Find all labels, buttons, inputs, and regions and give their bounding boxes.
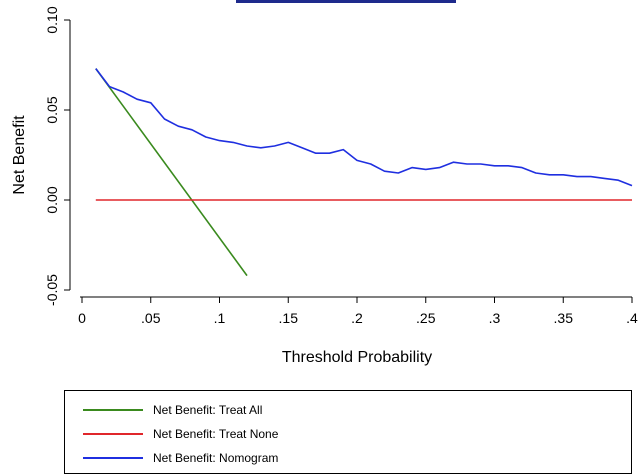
- series-line-nomogram: [95, 68, 633, 187]
- x-tick-label: .35: [554, 310, 574, 326]
- legend-swatch-treat-all: [83, 409, 143, 411]
- legend-label-treat-all: Net Benefit: Treat All: [153, 403, 263, 417]
- legend-item-treat-none: Net Benefit: Treat None: [83, 423, 278, 445]
- y-axis-ticks: -0.05 0.00 0.05 0.10: [44, 6, 70, 306]
- series-line-treat-all: [95, 68, 248, 277]
- legend: Net Benefit: Treat All Net Benefit: Trea…: [64, 390, 632, 474]
- legend-label-nomogram: Net Benefit: Nomogram: [153, 451, 279, 465]
- legend-item-treat-all: Net Benefit: Treat All: [83, 399, 262, 421]
- legend-label-treat-none: Net Benefit: Treat None: [153, 427, 279, 441]
- x-tick-label: 0: [78, 310, 86, 326]
- x-tick-label: .15: [279, 310, 299, 326]
- y-tick-label: 0.05: [44, 96, 60, 123]
- y-tick-label: 0.10: [44, 6, 60, 33]
- x-tick-label: .25: [416, 310, 436, 326]
- y-tick-label: -0.05: [44, 274, 60, 306]
- legend-item-nomogram: Net Benefit: Nomogram: [83, 447, 278, 469]
- x-tick-label: .4: [626, 310, 638, 326]
- top-title-bar: [236, 0, 456, 3]
- plot-lines: [95, 68, 633, 277]
- legend-swatch-treat-none: [83, 433, 143, 435]
- y-tick-label: 0.00: [44, 186, 60, 213]
- y-axis-title: Net Benefit: [11, 115, 28, 195]
- x-axis-title: Threshold Probability: [282, 349, 432, 366]
- legend-swatch-nomogram: [83, 457, 143, 459]
- x-tick-label: .3: [489, 310, 501, 326]
- x-tick-label: .05: [141, 310, 161, 326]
- x-axis-ticks: 0 .05 .1 .15 .2 .25 .3 .35 .4: [78, 297, 638, 326]
- x-tick-label: .1: [214, 310, 226, 326]
- x-tick-label: .2: [351, 310, 363, 326]
